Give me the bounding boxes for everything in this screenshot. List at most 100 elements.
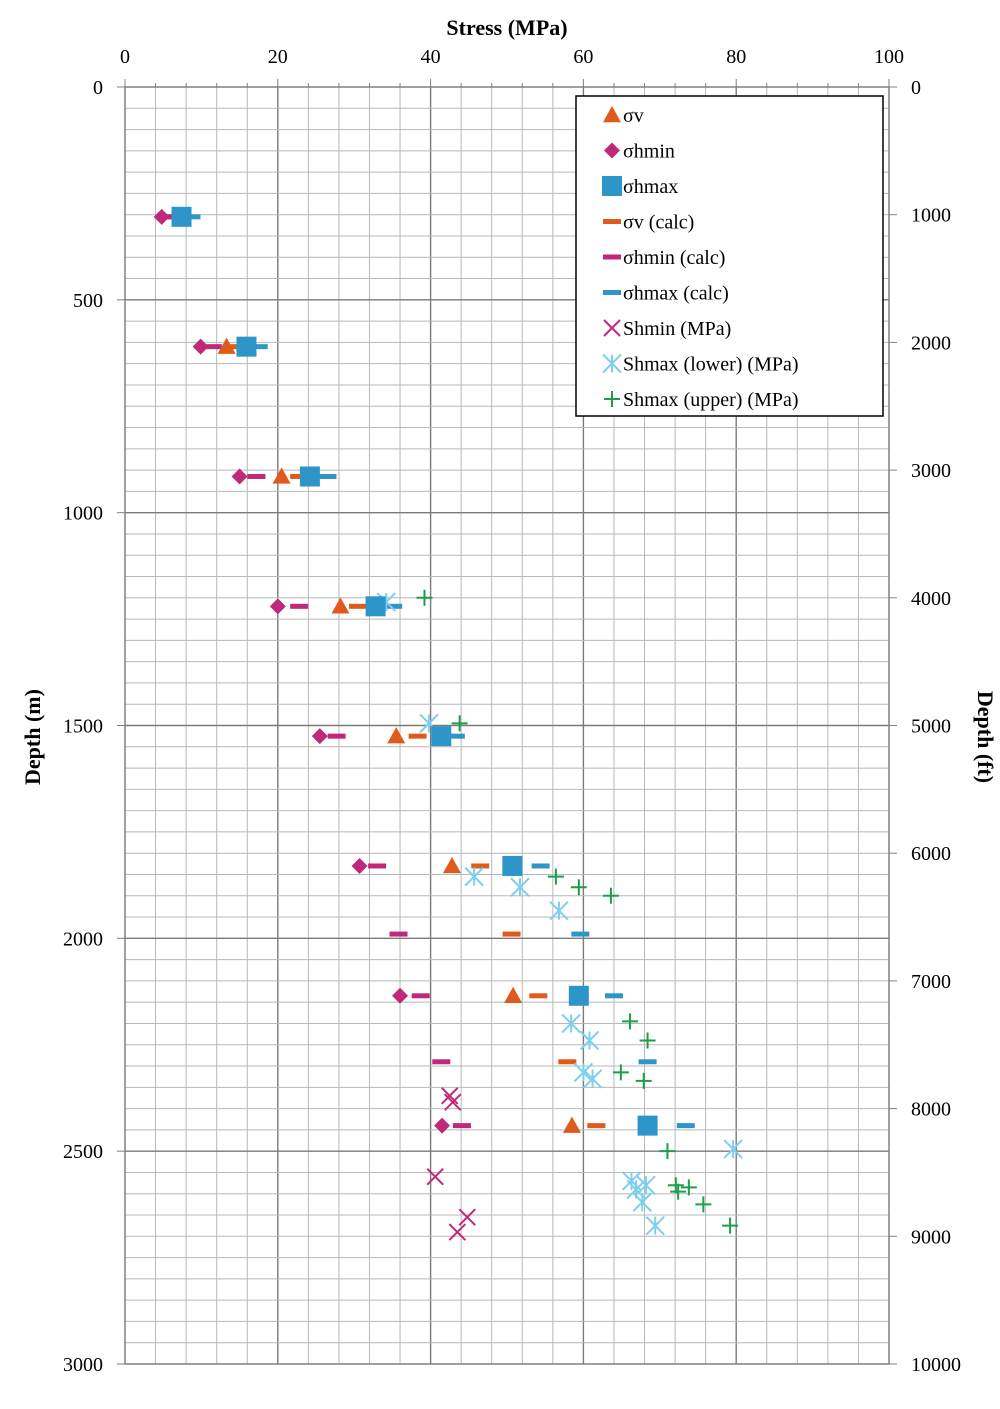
data-point [568,985,589,1006]
legend-box [575,95,884,417]
data-point [604,993,623,999]
data-point [502,855,523,876]
data-point [311,728,328,745]
series-4 [158,214,471,1129]
data-point [269,598,286,615]
data-point [622,1013,639,1030]
y2-tick-label: 10000 [911,1354,961,1376]
data-point [558,1059,577,1065]
y2-tick-labels: 0 1000 2000 3000 4000 5000 6000 7000 8000 9000 100… [911,77,961,1376]
data-point [638,1059,657,1065]
data-point [387,727,406,744]
series-1 [153,208,451,1134]
data-point [547,868,564,885]
data-point [695,1196,712,1213]
x-axis-title: Stress (MPa) [446,15,567,40]
data-point [723,1139,743,1159]
data-point [667,1177,684,1194]
y2-tick-label: 5000 [911,716,951,738]
data-point [226,344,245,350]
y-tick-label: 0 [93,77,103,99]
data-point [582,1069,603,1089]
data-point [451,715,468,732]
data-point [722,1217,739,1234]
legend-marker [603,219,621,224]
data-point [676,1123,695,1129]
data-point [365,596,386,617]
data-point [444,1093,462,1111]
legend-marker [602,353,622,374]
data-point [231,468,248,485]
legend-item: Shmax (lower) (MPa) [602,353,799,376]
x-tick-label: 80 [726,46,746,68]
legend-label: σhmin [623,141,675,163]
legend-marker [603,106,621,123]
data-point [571,931,590,937]
legend-item: σhmin [604,141,675,163]
legend-label: Shmax (lower) (MPa) [623,354,799,376]
legend-marker [603,319,621,337]
x-tick-label: 60 [573,46,593,68]
legend: σv σhmin σhmax σv (calc) σhmin (calc) σhmax (… [575,95,884,417]
data-point [217,337,236,354]
legend-label: σv (calc) [623,212,694,234]
data-point [426,1168,444,1186]
y-tick-labels: 0 500 1000 1500 2000 2500 3000 [63,77,103,1376]
series-2 [171,206,658,1136]
legend-marker [603,290,621,295]
data-point [408,733,427,739]
data-point [510,877,530,897]
y2-axis-title: Depth (ft) [973,691,998,783]
data-point [349,603,368,609]
y-tick-label: 1500 [63,716,103,738]
x-tick-label: 100 [874,46,904,68]
data-point [579,1030,600,1051]
data-point [549,900,569,921]
legend-item: σv [603,105,644,127]
data-point [531,863,550,869]
data-point [171,206,192,227]
data-point [529,993,548,999]
data-point [612,1064,629,1081]
data-point [637,1115,658,1136]
data-point [153,208,170,225]
legend-label: σv [623,105,644,127]
y-tick-label: 3000 [63,1354,103,1376]
y2-tick-label: 3000 [911,460,951,482]
data-point [368,863,387,869]
data-point [645,1215,665,1236]
legend-item: σhmax (calc) [603,283,729,305]
data-point [570,879,587,896]
data-point [392,987,409,1004]
y-tick-label: 2000 [63,928,103,950]
data-point [471,863,490,869]
legend-marker [602,176,622,196]
data-point [504,986,523,1003]
y2-tick-label: 7000 [911,971,951,993]
y2-tick-label: 2000 [911,332,951,354]
data-point [384,603,403,609]
y2-tick-label: 4000 [911,588,951,610]
data-point [659,1143,676,1160]
data-point [318,473,337,479]
legend-marker [604,142,620,159]
legend-marker [603,254,621,260]
x-tick-label: 0 [120,46,130,68]
legend-marker [604,391,620,407]
data-point [203,344,222,350]
data-point [236,336,257,357]
axis-ticks [117,79,897,1365]
legend-item: σv (calc) [603,212,694,234]
legend-label: Shmin (MPa) [623,318,731,340]
y2-tick-label: 0 [911,77,921,99]
legend-item: Shmin (MPa) [603,318,731,340]
legend-item: σhmin (calc) [603,247,725,269]
series-7 [376,592,743,1236]
data-point [632,1192,652,1212]
data-point [290,473,309,479]
data-point [442,856,461,874]
legend-label: σhmax (calc) [623,283,729,305]
y-tick-label: 1000 [63,503,103,525]
data-point [670,1183,687,1200]
